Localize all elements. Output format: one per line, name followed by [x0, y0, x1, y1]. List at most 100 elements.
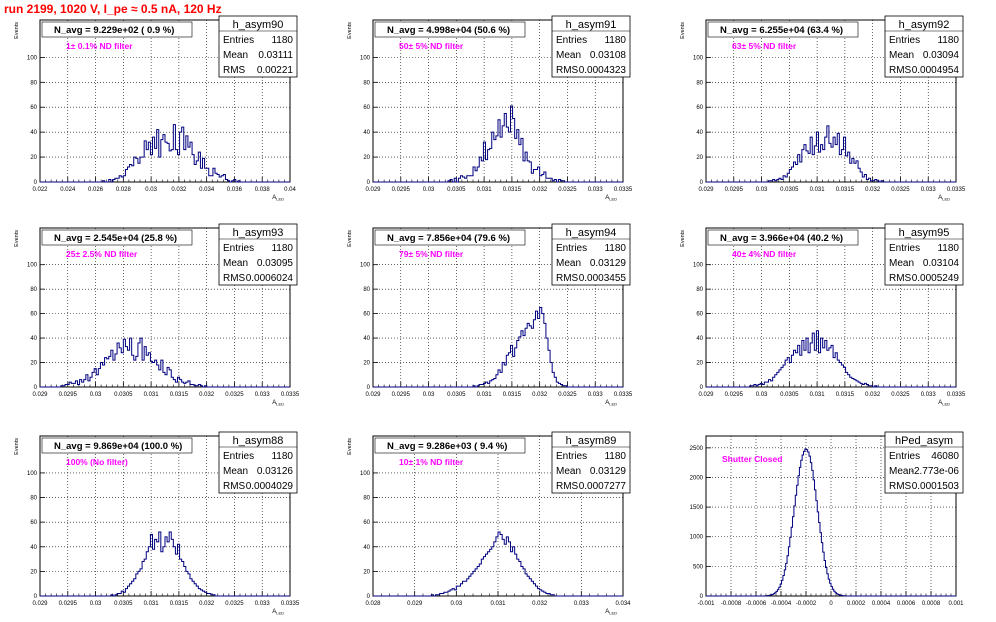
y-tick-label: 80 — [30, 287, 37, 293]
x-tick-label: 0.0335 — [281, 601, 300, 607]
stats-value: 0.03104 — [923, 258, 960, 269]
stats-box — [884, 431, 964, 494]
filter-note: 25± 2.5% ND filter — [66, 249, 138, 259]
x-tick-label: 0.032 — [865, 392, 881, 398]
x-tick-label: 0.0315 — [836, 392, 855, 398]
stats-label: Entries — [556, 35, 587, 46]
stats-value: 0.0005249 — [912, 273, 960, 284]
x-tick-label: 0.032 — [865, 187, 881, 193]
y-tick-label: 2000 — [690, 475, 704, 481]
y-tick-label: 80 — [30, 80, 37, 86]
x-tick-label: 0.0006 — [897, 601, 916, 607]
filter-note: 79± 5% ND filter — [399, 249, 464, 259]
y-tick-label: 100 — [693, 55, 704, 61]
x-tick-label: 0.029 — [365, 392, 381, 398]
stats-value: 1180 — [604, 451, 626, 462]
stats-value: 1180 — [937, 35, 959, 46]
y-axis-label: Events — [14, 230, 20, 247]
x-tick-label: 0.0295 — [59, 392, 78, 398]
x-tick-label: 0.028 — [116, 187, 132, 193]
x-axis-label-subscript: LED — [609, 402, 617, 407]
y-tick-label: 80 — [30, 496, 37, 502]
y-tick-label: 0 — [700, 385, 704, 391]
stats-box — [218, 223, 298, 286]
y-tick-label: 80 — [363, 80, 370, 86]
y-tick-label: 60 — [30, 312, 37, 318]
y-tick-label: 20 — [696, 155, 703, 161]
x-tick-label: 0.026 — [88, 187, 104, 193]
stats-label: RMS — [889, 273, 912, 284]
stats-value: 0.03129 — [590, 258, 627, 269]
y-tick-label: 20 — [30, 361, 37, 367]
x-tick-label: 0.033 — [921, 187, 937, 193]
x-tick-label: 0.029 — [32, 601, 48, 607]
x-tick-label: 0.0315 — [503, 392, 522, 398]
stats-value: 1180 — [937, 243, 959, 254]
x-tick-label: 0.0008 — [922, 601, 941, 607]
y-tick-label: 60 — [696, 105, 703, 111]
stats-label: Entries — [889, 243, 920, 254]
histogram-name: h_asym89 — [566, 435, 617, 447]
y-tick-label: 40 — [30, 130, 37, 136]
stats-label: Entries — [223, 243, 254, 254]
navg-box — [41, 437, 193, 454]
histogram-name: h_asym90 — [233, 19, 284, 31]
y-tick-label: 0 — [700, 180, 704, 186]
x-axis-label-subscript: LED — [942, 402, 950, 407]
filter-note: 40± 4% ND filter — [732, 249, 797, 259]
x-tick-label: 0.032 — [199, 392, 215, 398]
y-tick-label: 0 — [34, 385, 38, 391]
y-tick-label: 0 — [367, 385, 371, 391]
x-tick-label: 0.029 — [407, 601, 423, 607]
histogram-series — [40, 531, 290, 597]
x-tick-label: 0.0335 — [947, 392, 966, 398]
y-tick-label: 20 — [30, 155, 37, 161]
x-axis-label: ALED — [938, 400, 950, 407]
stats-box — [218, 15, 298, 78]
stats-value: 46080 — [931, 451, 959, 462]
x-tick-label: 0.0315 — [503, 187, 522, 193]
x-tick-label: 0.0305 — [447, 392, 466, 398]
stats-label: RMS — [223, 273, 246, 284]
filter-note: 63± 5% ND filter — [732, 41, 797, 51]
x-axis-label: ALED — [605, 195, 617, 202]
y-tick-label: 1000 — [690, 535, 704, 541]
x-tick-label: 0.032 — [199, 601, 215, 607]
x-tick-label: 0.036 — [227, 187, 243, 193]
stats-label: Mean — [223, 50, 248, 61]
x-tick-label: 0.0305 — [447, 187, 466, 193]
y-tick-label: 80 — [363, 287, 370, 293]
y-tick-label: 60 — [30, 520, 37, 526]
x-tick-label: 0.0295 — [725, 392, 744, 398]
x-tick-label: 0.0295 — [725, 187, 744, 193]
x-tick-label: 0.0315 — [170, 392, 189, 398]
stats-label: Entries — [889, 451, 920, 462]
page-title: run 2199, 1020 V, I_pe ≈ 0.5 nA, 120 Hz — [4, 2, 222, 16]
y-tick-label: 60 — [30, 105, 37, 111]
x-tick-label: 0.0315 — [836, 187, 855, 193]
navg-box — [374, 21, 526, 38]
histogram-series — [373, 531, 623, 597]
x-tick-label: -0.0002 — [796, 601, 817, 607]
x-axis-label-subscript: LED — [942, 197, 950, 202]
stats-label: Mean — [889, 466, 914, 477]
stats-value: 1180 — [604, 243, 626, 254]
x-tick-label: 0 — [829, 601, 833, 607]
x-tick-label: 0.0325 — [558, 187, 577, 193]
stats-label: Mean — [889, 258, 914, 269]
stats-value: 0.0004323 — [579, 65, 627, 76]
navg-label: N_avg = 7.856e+04 (79.6 %) — [387, 233, 510, 244]
stats-value: 0.0003455 — [579, 273, 627, 284]
x-tick-label: 0.033 — [921, 392, 937, 398]
x-axis-label: ALED — [938, 195, 950, 202]
histogram-panel-h_asym91: 0.029 0.0295 0.03 0.0305 0.031 0.0315 0.032 0.0… — [347, 15, 633, 202]
x-tick-label: 0.033 — [255, 392, 271, 398]
histogram-name: h_asym94 — [566, 227, 617, 239]
y-tick-label: 20 — [30, 569, 37, 575]
x-tick-label: 0.03 — [450, 601, 462, 607]
y-tick-label: 40 — [696, 336, 703, 342]
x-tick-label: 0.0305 — [114, 392, 133, 398]
x-tick-label: 0.03 — [90, 601, 102, 607]
stats-value: 0.03094 — [923, 50, 960, 61]
x-tick-label: 0.031 — [477, 392, 493, 398]
